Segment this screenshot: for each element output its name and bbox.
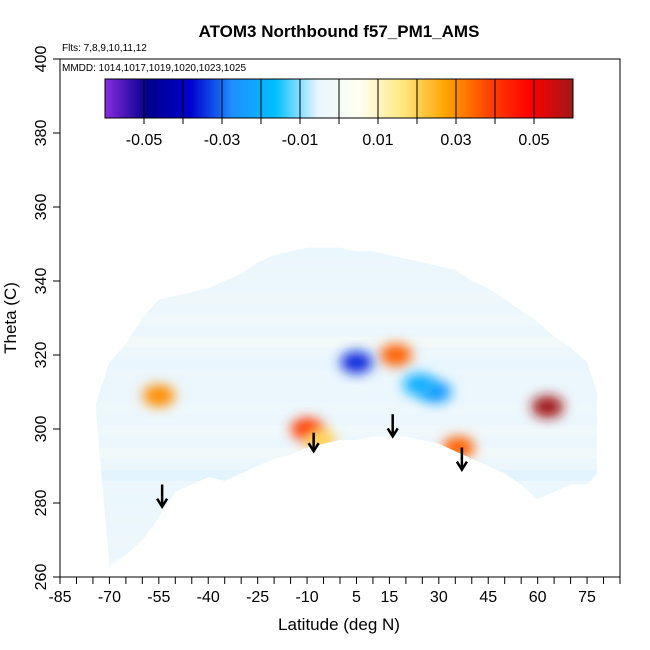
- field-band: [96, 314, 597, 326]
- x-tick-label: -70: [98, 589, 121, 606]
- field-band: [96, 336, 597, 348]
- field-feature-2: [304, 429, 337, 452]
- x-tick-label: 5: [352, 589, 361, 606]
- field-band: [96, 469, 597, 481]
- field-band: [96, 425, 597, 437]
- field-band: [96, 558, 597, 566]
- colorbar-tick-label: 0.01: [362, 132, 393, 149]
- colorbar-tick-label: -0.05: [126, 132, 163, 149]
- colorbar-tick-label: 0.05: [518, 132, 549, 149]
- y-tick-label: 260: [33, 564, 50, 591]
- field-feature-3: [380, 344, 412, 366]
- field-band: [96, 403, 597, 415]
- dates-note: MMDD: 1014,1017,1019,1020,1023,1025: [62, 63, 246, 74]
- arrow-marker-2: [386, 414, 399, 439]
- x-tick-label: 75: [578, 589, 596, 606]
- y-tick-label: 360: [33, 194, 50, 221]
- y-tick-label: 340: [33, 268, 50, 295]
- field-feature-5: [531, 395, 564, 418]
- arrow-markers: [156, 414, 468, 510]
- y-tick-label: 280: [33, 490, 50, 517]
- arrow-marker-3: [455, 447, 468, 473]
- y-tick-label: 300: [33, 416, 50, 443]
- field-feature-0: [142, 384, 175, 407]
- x-tick-label: -85: [48, 589, 71, 606]
- field-feature-4: [442, 436, 475, 459]
- y-axis-label: Theta (C): [1, 282, 20, 354]
- field-band: [96, 447, 597, 459]
- field-band: [96, 380, 597, 392]
- field-band: [96, 269, 597, 281]
- field-band: [96, 247, 597, 259]
- field-feature-8: [403, 373, 436, 396]
- colorbar-tick-label: -0.03: [204, 132, 241, 149]
- arrow-marker-1: [307, 432, 320, 454]
- field-band: [96, 292, 597, 304]
- x-tick-label: 30: [430, 589, 448, 606]
- flights-note: Flts: 7,8,9,10,11,12: [62, 43, 147, 54]
- x-tick-label: 15: [381, 589, 399, 606]
- x-tick-label: -40: [197, 589, 220, 606]
- x-tick-label: 45: [479, 589, 497, 606]
- x-axis: -85 -70 -55 -40 -25 -10 5 15 30 45 60 75: [48, 577, 621, 606]
- y-tick-label: 380: [33, 120, 50, 147]
- chart-title: ATOM3 Northbound f57_PM1_AMS: [199, 22, 480, 41]
- colorbar-tick-label: -0.01: [282, 132, 319, 149]
- colorbar-tick-label: 0.03: [440, 132, 471, 149]
- y-axis: 260 280 300 320 340 360 380 400: [33, 46, 60, 591]
- field-band: [96, 358, 597, 370]
- colorbar: -0.05 -0.03 -0.01 0.01 0.03 0.05: [104, 78, 574, 149]
- x-tick-label: 60: [529, 589, 547, 606]
- x-tick-label: -25: [246, 589, 269, 606]
- y-tick-label: 320: [33, 342, 50, 369]
- x-tick-label: -55: [147, 589, 170, 606]
- x-tick-label: -10: [295, 589, 318, 606]
- field-band: [96, 514, 597, 526]
- x-axis-label: Latitude (deg N): [278, 615, 400, 634]
- field-feature-6: [340, 351, 373, 374]
- arrow-marker-0: [156, 484, 169, 510]
- y-tick-label: 400: [33, 46, 50, 73]
- field-band: [96, 491, 597, 503]
- field-band: [96, 536, 597, 548]
